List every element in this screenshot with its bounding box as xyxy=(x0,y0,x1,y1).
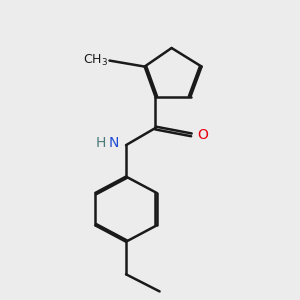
Text: CH$_3$: CH$_3$ xyxy=(83,53,108,68)
Text: N: N xyxy=(109,136,119,150)
Text: O: O xyxy=(197,128,208,142)
Text: H: H xyxy=(95,136,106,150)
